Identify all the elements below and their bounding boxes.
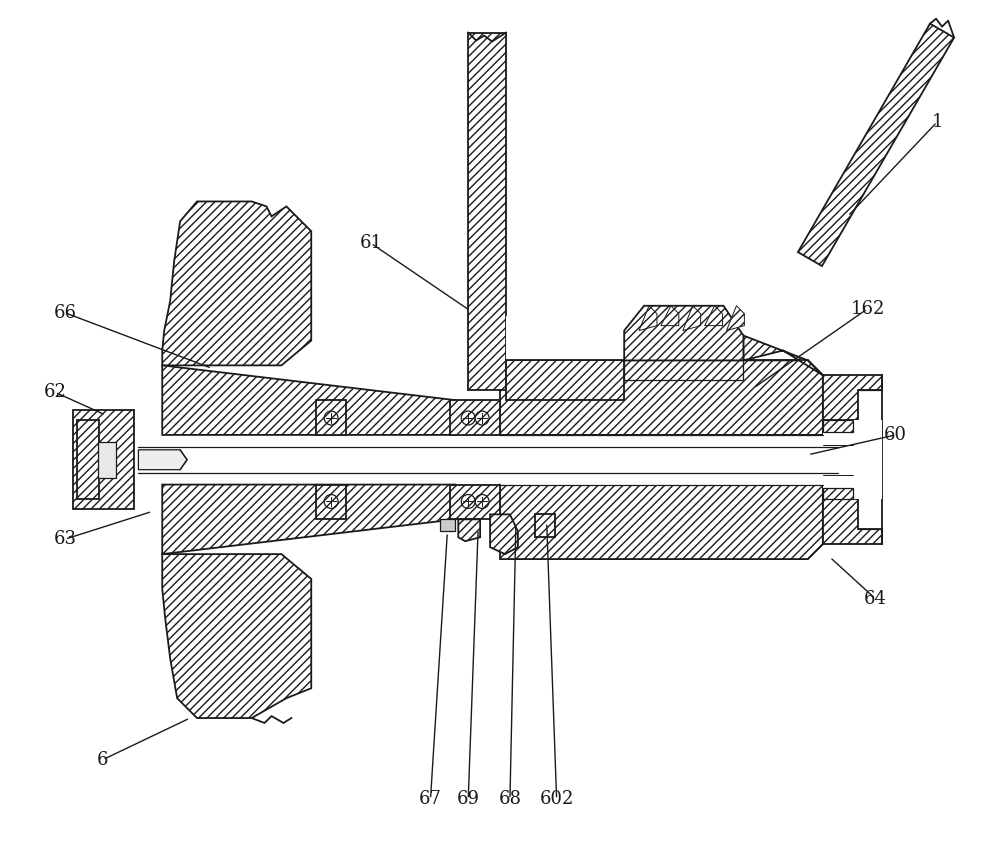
- Polygon shape: [138, 450, 187, 470]
- Polygon shape: [468, 33, 506, 390]
- Polygon shape: [726, 306, 744, 330]
- Polygon shape: [450, 485, 500, 519]
- Text: 69: 69: [457, 791, 480, 808]
- Text: 63: 63: [53, 530, 76, 548]
- Text: 1: 1: [931, 113, 943, 131]
- Bar: [73, 410, 134, 509]
- Polygon shape: [162, 554, 311, 718]
- Polygon shape: [823, 420, 853, 432]
- Text: 602: 602: [539, 791, 574, 808]
- Polygon shape: [823, 500, 882, 545]
- Bar: [98, 442, 116, 478]
- Bar: [823, 420, 882, 500]
- Bar: [500, 435, 823, 485]
- Polygon shape: [743, 336, 823, 375]
- Text: 61: 61: [359, 234, 382, 252]
- Polygon shape: [661, 306, 679, 325]
- Polygon shape: [162, 365, 455, 435]
- Polygon shape: [624, 306, 743, 361]
- Bar: [506, 315, 624, 361]
- Bar: [138, 447, 838, 473]
- Polygon shape: [500, 485, 823, 559]
- Text: 62: 62: [44, 384, 66, 401]
- Polygon shape: [639, 306, 657, 330]
- Text: 67: 67: [419, 791, 442, 808]
- Polygon shape: [823, 487, 853, 500]
- Text: 162: 162: [850, 300, 885, 318]
- Polygon shape: [683, 306, 701, 330]
- Text: 64: 64: [864, 590, 887, 608]
- Polygon shape: [798, 24, 954, 266]
- Bar: [316, 400, 346, 435]
- Text: 66: 66: [53, 303, 76, 322]
- Text: 60: 60: [884, 426, 907, 444]
- Polygon shape: [705, 306, 723, 325]
- Polygon shape: [162, 485, 455, 554]
- Polygon shape: [440, 519, 455, 531]
- Text: 68: 68: [498, 791, 521, 808]
- Polygon shape: [624, 361, 743, 380]
- Polygon shape: [162, 201, 311, 365]
- Polygon shape: [450, 400, 500, 435]
- Bar: [316, 485, 346, 519]
- Text: 6: 6: [97, 751, 108, 769]
- Polygon shape: [490, 514, 518, 554]
- Polygon shape: [535, 514, 555, 537]
- Polygon shape: [506, 361, 624, 400]
- Bar: [77, 420, 99, 500]
- Polygon shape: [823, 375, 882, 420]
- Polygon shape: [500, 361, 823, 435]
- Polygon shape: [458, 519, 480, 541]
